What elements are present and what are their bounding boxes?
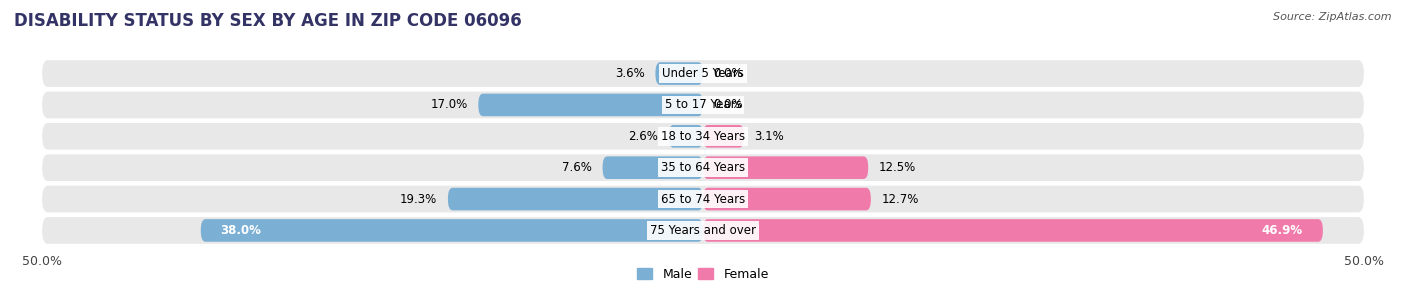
Text: 35 to 64 Years: 35 to 64 Years (661, 161, 745, 174)
FancyBboxPatch shape (42, 123, 1364, 150)
FancyBboxPatch shape (42, 186, 1364, 212)
Text: 2.6%: 2.6% (628, 130, 658, 143)
Text: 75 Years and over: 75 Years and over (650, 224, 756, 237)
Text: 65 to 74 Years: 65 to 74 Years (661, 192, 745, 206)
FancyBboxPatch shape (42, 217, 1364, 244)
Text: 19.3%: 19.3% (401, 192, 437, 206)
Text: 0.0%: 0.0% (714, 98, 744, 112)
Text: 17.0%: 17.0% (430, 98, 468, 112)
Text: 12.5%: 12.5% (879, 161, 917, 174)
Text: 18 to 34 Years: 18 to 34 Years (661, 130, 745, 143)
FancyBboxPatch shape (42, 92, 1364, 118)
Text: 46.9%: 46.9% (1263, 224, 1303, 237)
Text: 12.7%: 12.7% (882, 192, 918, 206)
Text: Under 5 Years: Under 5 Years (662, 67, 744, 80)
Text: 5 to 17 Years: 5 to 17 Years (665, 98, 741, 112)
FancyBboxPatch shape (703, 188, 870, 210)
Text: 0.0%: 0.0% (714, 67, 744, 80)
Text: 38.0%: 38.0% (221, 224, 262, 237)
FancyBboxPatch shape (655, 62, 703, 85)
FancyBboxPatch shape (603, 156, 703, 179)
Legend: Male, Female: Male, Female (633, 263, 773, 286)
FancyBboxPatch shape (42, 154, 1364, 181)
FancyBboxPatch shape (703, 125, 744, 148)
FancyBboxPatch shape (449, 188, 703, 210)
FancyBboxPatch shape (201, 219, 703, 242)
FancyBboxPatch shape (703, 156, 868, 179)
Text: 3.6%: 3.6% (614, 67, 645, 80)
FancyBboxPatch shape (669, 125, 703, 148)
FancyBboxPatch shape (478, 94, 703, 116)
Text: 7.6%: 7.6% (562, 161, 592, 174)
FancyBboxPatch shape (703, 219, 1323, 242)
FancyBboxPatch shape (42, 60, 1364, 87)
Text: 3.1%: 3.1% (755, 130, 785, 143)
Text: Source: ZipAtlas.com: Source: ZipAtlas.com (1274, 12, 1392, 22)
Text: DISABILITY STATUS BY SEX BY AGE IN ZIP CODE 06096: DISABILITY STATUS BY SEX BY AGE IN ZIP C… (14, 12, 522, 30)
